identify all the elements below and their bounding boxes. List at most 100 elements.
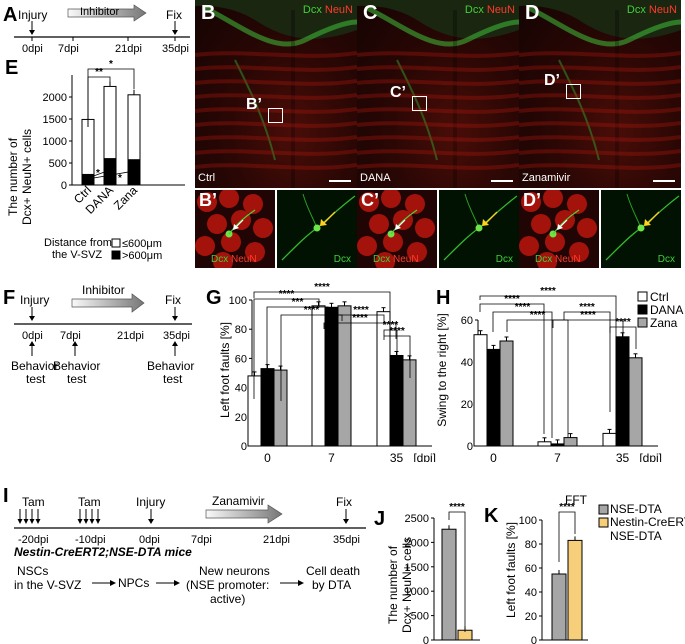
neun-band — [519, 93, 681, 100]
neun-cell — [213, 252, 233, 268]
neun-band — [357, 149, 519, 156]
g-xunit: [dpi] — [413, 451, 436, 462]
j-ytick-label: 2000 — [405, 537, 429, 549]
h-bar-dana — [486, 348, 501, 447]
i-tick-m20: -20dpi — [18, 534, 49, 546]
k-ytick-label: 20 — [525, 611, 537, 623]
j-ytick-label: 2500 — [405, 513, 429, 525]
condition-label: Zanamivir — [522, 172, 571, 184]
j-ytick-label: 1000 — [405, 586, 429, 598]
neun-band — [357, 65, 519, 72]
inset-box-b — [268, 108, 283, 123]
e-sig-label: * — [118, 173, 122, 184]
h-xtick: 7 — [554, 451, 561, 462]
h-bar-zana — [499, 340, 514, 447]
j-ytick-label: 1500 — [405, 562, 429, 574]
inset-channel-tag: Dcx NeuN — [211, 254, 257, 265]
tam-label-1: Tam — [22, 495, 45, 509]
e-xlabel: Zana — [111, 183, 140, 212]
f-tick-21dpi: 21dpi — [117, 330, 144, 342]
neun-band — [195, 135, 357, 142]
h-sig-label: **** — [580, 310, 596, 321]
neun-band — [357, 93, 519, 100]
inset-dcx-tag: Dcx — [495, 254, 513, 265]
tick-7dpi: 7dpi — [58, 43, 79, 55]
h-bar-dana — [615, 336, 630, 447]
rostral-stream — [365, 5, 519, 47]
neun-band — [519, 121, 681, 128]
rostral-stream — [203, 5, 357, 47]
h-bar-ctrl — [537, 441, 552, 447]
h-bracket — [506, 319, 569, 438]
i-injury-arrow — [148, 519, 154, 524]
channel-neun: NeuN — [393, 254, 419, 265]
neun-cell — [359, 192, 379, 212]
inset-box-label-d: D’ — [544, 72, 560, 89]
e-bracket — [87, 68, 135, 127]
inset-dcx-tag: Dcx — [657, 254, 675, 265]
panel-label-f: F — [3, 287, 16, 309]
mouse-line: Nestin-CreERT2;NSE-DTA mice — [14, 545, 192, 559]
neun-cell — [405, 194, 425, 214]
h-bracket — [479, 295, 617, 426]
g-sig-label: **** — [352, 313, 368, 324]
legend-zana: Zana — [650, 316, 678, 330]
g-bar-zana — [337, 305, 352, 447]
panel-label-j: J — [374, 508, 386, 530]
inset-arrow — [646, 211, 660, 225]
inset-dcx-tag: Dcx — [333, 254, 351, 265]
g-sig-label: **** — [353, 305, 369, 316]
neun-cell — [531, 214, 551, 234]
neun-band — [195, 51, 357, 58]
h-bar-ctrl — [473, 334, 488, 447]
channel-neun: NeuN — [648, 4, 677, 16]
dcx-process — [552, 209, 580, 235]
flow-arrow-1 — [110, 580, 116, 586]
f-injury-arrow — [29, 316, 35, 321]
k-ytick-label: 60 — [525, 563, 537, 575]
neun-band — [519, 107, 681, 114]
h-xunit: [dpi] — [639, 451, 662, 462]
channel-dcx: Dcx — [302, 4, 325, 16]
neun-cell — [381, 190, 401, 208]
channel-dcx: Dcx — [535, 254, 555, 265]
legend-nestin-1: Nestin-CreERT2; — [610, 515, 685, 529]
g-bracket — [280, 314, 343, 401]
k-ylabel: Left foot faults [%] — [504, 522, 518, 618]
neun-band — [357, 107, 519, 114]
dcx-process — [464, 193, 480, 229]
j-bar — [441, 528, 457, 641]
channel-dcx: Dcx — [626, 4, 649, 16]
e-legend-title-2: the V-SVZ — [52, 249, 102, 261]
e-ylabel-line2: Dcx+ NeuN+ cells — [20, 129, 34, 225]
panel-label-c: C — [363, 2, 378, 24]
f-behavior-3a: Behavior — [147, 359, 194, 373]
tam-arrow-head — [23, 519, 29, 524]
h-bar-zana — [628, 357, 643, 447]
panel-label-b: B — [201, 2, 216, 24]
legend-swatch-dana — [637, 304, 648, 315]
neun-cell — [221, 232, 241, 252]
g-ytick-label: 0 — [241, 441, 247, 453]
h-bar-ctrl — [602, 432, 617, 447]
panel-label-h: H — [436, 287, 451, 309]
inset-arrow-head — [644, 219, 651, 226]
inset-box-d — [566, 84, 581, 99]
tam-arrow-head — [83, 519, 89, 524]
gh-legend: Ctrl DANA Zana — [637, 290, 683, 330]
neun-cell — [521, 192, 541, 212]
legend-swatch-zana — [637, 317, 648, 328]
inset-arrow-head — [557, 224, 563, 230]
f-behavior-2a: Behavior — [53, 359, 100, 373]
tam-arrow-head — [77, 519, 83, 524]
neun-band — [357, 79, 519, 86]
j-ytick-label: 0 — [423, 635, 429, 644]
g-bracket — [383, 335, 411, 378]
panel-label-k: K — [484, 505, 499, 527]
e-legend-swatch-near — [111, 238, 121, 248]
channel-neun: NeuN — [486, 4, 515, 16]
h-ylabel: Swing to the right [%] — [435, 313, 449, 426]
k-bracket — [558, 511, 576, 562]
neun-band — [357, 163, 519, 170]
legend-nestin-2: NSE-DTA — [610, 529, 662, 543]
